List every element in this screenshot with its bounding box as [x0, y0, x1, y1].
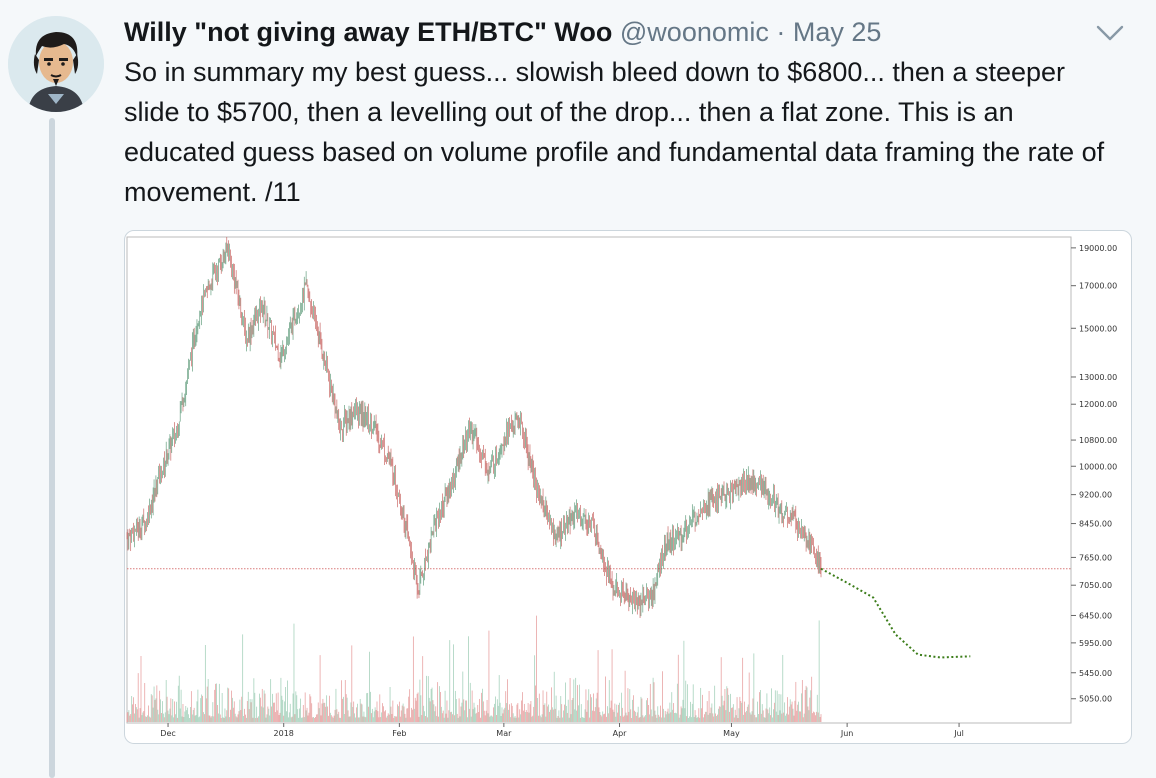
x-tick-label: Mar — [496, 729, 512, 738]
x-tick-label: 2018 — [274, 729, 294, 738]
y-tick-label: 9200.00 — [1079, 491, 1112, 500]
tweet-text: So in summary my best guess... slowish b… — [124, 57, 1105, 207]
y-tick-label: 12000.00 — [1079, 400, 1117, 409]
x-tick-label: Dec — [160, 729, 175, 738]
thread-line — [49, 118, 55, 778]
tweet-menu-button[interactable] — [1090, 18, 1130, 48]
y-tick-label: 8450.00 — [1079, 520, 1112, 529]
x-tick-label: Jun — [840, 729, 854, 738]
y-tick-label: 6450.00 — [1079, 611, 1112, 620]
chevron-down-icon — [1096, 25, 1124, 41]
tweet-header: Willy "not giving away ETH/BTC" Woo @woo… — [124, 14, 1096, 50]
display-name[interactable]: Willy "not giving away ETH/BTC" Woo — [124, 17, 613, 47]
y-tick-label: 17000.00 — [1079, 282, 1117, 291]
cartoon-avatar-icon — [8, 16, 104, 112]
plot-frame — [126, 236, 1072, 724]
y-tick-label: 15000.00 — [1079, 324, 1117, 333]
y-tick-label: 10000.00 — [1079, 462, 1117, 471]
forecast-line — [820, 567, 971, 659]
x-tick-label: May — [723, 729, 740, 738]
avatar[interactable] — [8, 16, 104, 112]
x-tick-label: Feb — [392, 729, 406, 738]
x-tick-label: Jul — [953, 729, 964, 738]
y-tick-label: 7650.00 — [1079, 553, 1112, 562]
y-tick-label: 13000.00 — [1079, 373, 1117, 382]
tweet-date[interactable]: May 25 — [792, 17, 882, 47]
y-tick-label: 5050.00 — [1079, 695, 1112, 704]
y-tick-label: 10800.00 — [1079, 436, 1117, 445]
y-tick-label: 19000.00 — [1079, 244, 1117, 253]
user-handle[interactable]: @woonomic — [619, 17, 769, 47]
y-tick-label: 7050.00 — [1079, 581, 1112, 590]
y-tick-label: 5450.00 — [1079, 669, 1112, 678]
y-tick-label: 5950.00 — [1079, 639, 1112, 648]
tweet-media-chart[interactable]: 19000.00 17000.00 15000.00 13000.00 12000.00… — [124, 230, 1132, 744]
x-tick-label: Apr — [613, 729, 628, 738]
price-chart: 19000.00 17000.00 15000.00 13000.00 12000.00… — [126, 236, 1117, 738]
separator-dot: · — [776, 17, 786, 47]
